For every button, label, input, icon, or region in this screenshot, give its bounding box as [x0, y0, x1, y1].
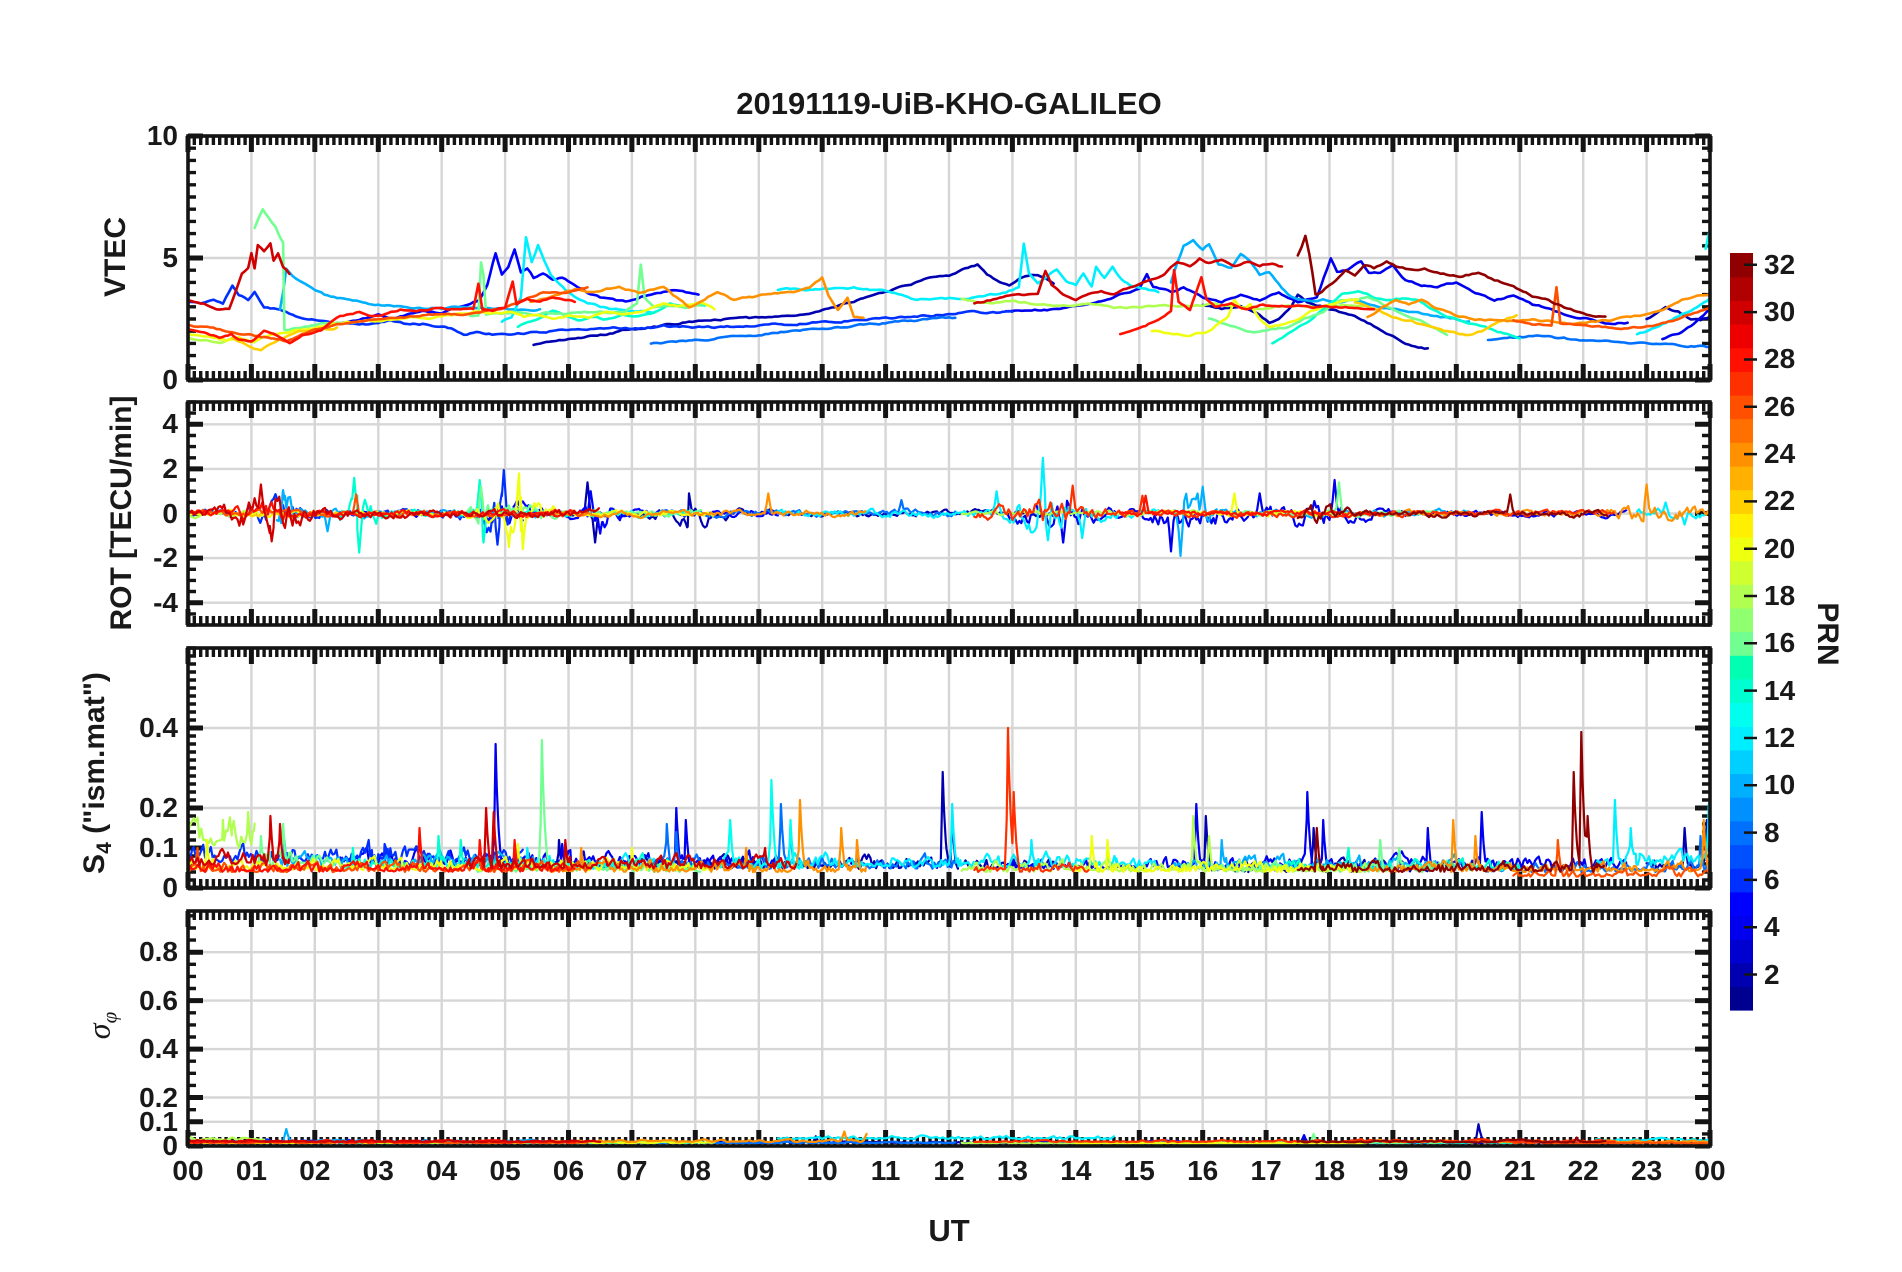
x-tick-label: 10 [806, 1155, 838, 1186]
chart-title: 20191119-UiB-KHO-GALILEO [736, 86, 1162, 121]
x-tick-label: 11 [870, 1155, 901, 1186]
x-tick-label: 05 [489, 1155, 521, 1186]
y-tick-label: 10 [146, 120, 178, 151]
y-tick-label: 0 [162, 364, 178, 395]
colorbar-tick-label: 2 [1764, 958, 1780, 990]
colorbar-tick-label: 10 [1764, 769, 1796, 801]
x-tick-label: 21 [1504, 1155, 1536, 1186]
y-tick-label: 0.1 [139, 1105, 178, 1137]
colorbar-tick-label: 20 [1764, 532, 1796, 564]
y-tick-label: 5 [162, 242, 178, 273]
x-tick-label: 17 [1250, 1155, 1282, 1186]
y-tick-label: 4 [162, 408, 178, 440]
x-tick-label: 19 [1377, 1155, 1409, 1186]
colorbar-tick-label: 4 [1764, 911, 1780, 943]
x-tick-label: 01 [235, 1155, 267, 1186]
x-tick-label: 23 [1631, 1155, 1663, 1186]
y-tick-label: 0.1 [139, 832, 178, 863]
y-tick-label: 0.4 [139, 1033, 178, 1065]
colorbar-tick-label: 32 [1764, 248, 1796, 280]
x-tick-label: 14 [1060, 1155, 1092, 1186]
x-tick-label: 04 [426, 1155, 458, 1186]
x-tick-label: 03 [362, 1155, 394, 1186]
x-tick-label: 22 [1567, 1155, 1599, 1186]
x-axis-label: UT [928, 1213, 970, 1248]
colorbar-tick-label: 14 [1764, 674, 1796, 706]
x-tick-label: 09 [743, 1155, 775, 1186]
x-tick-label: 08 [679, 1155, 711, 1186]
x-tick-label: 02 [299, 1155, 331, 1186]
y-tick-label: -4 [153, 586, 178, 618]
y-tick-label: 0.6 [139, 984, 178, 1016]
colorbar-tick-label: 30 [1764, 296, 1796, 328]
x-tick-label: 07 [616, 1155, 648, 1186]
y-tick-label: 0.2 [139, 792, 178, 823]
colorbar-tick-label: 26 [1764, 390, 1796, 422]
x-tick-label: 00 [1694, 1155, 1726, 1186]
colorbar-tick-label: 12 [1764, 721, 1796, 753]
x-tick-label: 20 [1440, 1155, 1472, 1186]
x-tick-label: 13 [996, 1155, 1028, 1186]
colorbar-tick-label: 24 [1764, 438, 1796, 470]
y-tick-label: 0.4 [139, 712, 178, 743]
y-tick-label: 0 [162, 872, 178, 903]
x-tick-label: 00 [172, 1155, 204, 1186]
x-tick-label: 18 [1313, 1155, 1346, 1186]
x-tick-label: 15 [1123, 1155, 1155, 1186]
y-tick-label: 0.2 [139, 1081, 178, 1113]
x-tick-label: 12 [933, 1155, 965, 1186]
y-tick-label: 0 [162, 1130, 178, 1161]
colorbar-tick-label: 18 [1764, 580, 1796, 612]
colorbar-tick-label: 22 [1764, 485, 1796, 517]
y-tick-label: 0 [162, 497, 178, 529]
y-tick-label: -2 [153, 542, 178, 574]
y-tick-label: 0.8 [139, 936, 178, 968]
colorbar-tick-label: 16 [1764, 627, 1796, 659]
y-tick-label: 2 [162, 452, 178, 484]
colorbar-tick-label: 6 [1764, 863, 1780, 895]
x-tick-label: 06 [552, 1155, 585, 1186]
x-tick-label: 16 [1187, 1155, 1219, 1186]
colorbar-tick-label: 8 [1764, 816, 1780, 848]
colorbar-tick-label: 28 [1764, 343, 1796, 375]
